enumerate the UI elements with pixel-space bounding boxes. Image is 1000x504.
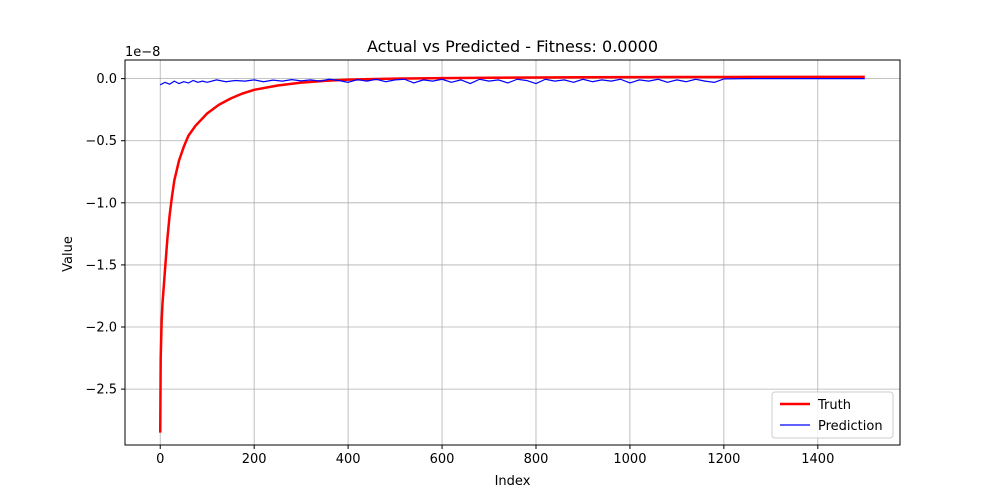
x-tick-label: 1200	[707, 452, 740, 467]
y-tick-label: 0.0	[96, 72, 117, 87]
x-axis-label: Index	[495, 474, 531, 489]
x-tick-label: 800	[524, 452, 549, 467]
series-line-prediction	[159, 78, 865, 86]
legend: Truth Prediction	[771, 391, 894, 439]
y-tick-label: −2.5	[85, 383, 117, 398]
x-tick-label: 200	[242, 452, 267, 467]
x-tick-label: 0	[156, 452, 164, 467]
x-tick-label: 1400	[801, 452, 834, 467]
y-axis-offset-text: 1e−8	[125, 45, 160, 60]
series-lines	[158, 75, 865, 433]
y-tick-label: −1.5	[85, 258, 117, 273]
y-tick-label: −0.5	[85, 134, 117, 149]
y-tick-label: −1.0	[85, 196, 117, 211]
x-tick-label: 1000	[613, 452, 646, 467]
grid-lines	[125, 60, 900, 445]
y-axis-label: Value	[61, 236, 76, 272]
y-tick-label: −2.0	[85, 321, 117, 336]
axis-ticks: 0 200 400 600 800 1000 1200 1400 0.0 −0.5 −1.0 −1.5…	[85, 72, 834, 467]
axes-frame	[124, 59, 901, 446]
legend-label-prediction: Prediction	[818, 419, 883, 434]
x-tick-label: 600	[430, 452, 455, 467]
legend-label-truth: Truth	[817, 398, 851, 413]
x-tick-label: 400	[336, 452, 361, 467]
series-line-truth	[158, 75, 865, 433]
chart-title: Actual vs Predicted - Fitness: 0.0000	[367, 37, 658, 56]
